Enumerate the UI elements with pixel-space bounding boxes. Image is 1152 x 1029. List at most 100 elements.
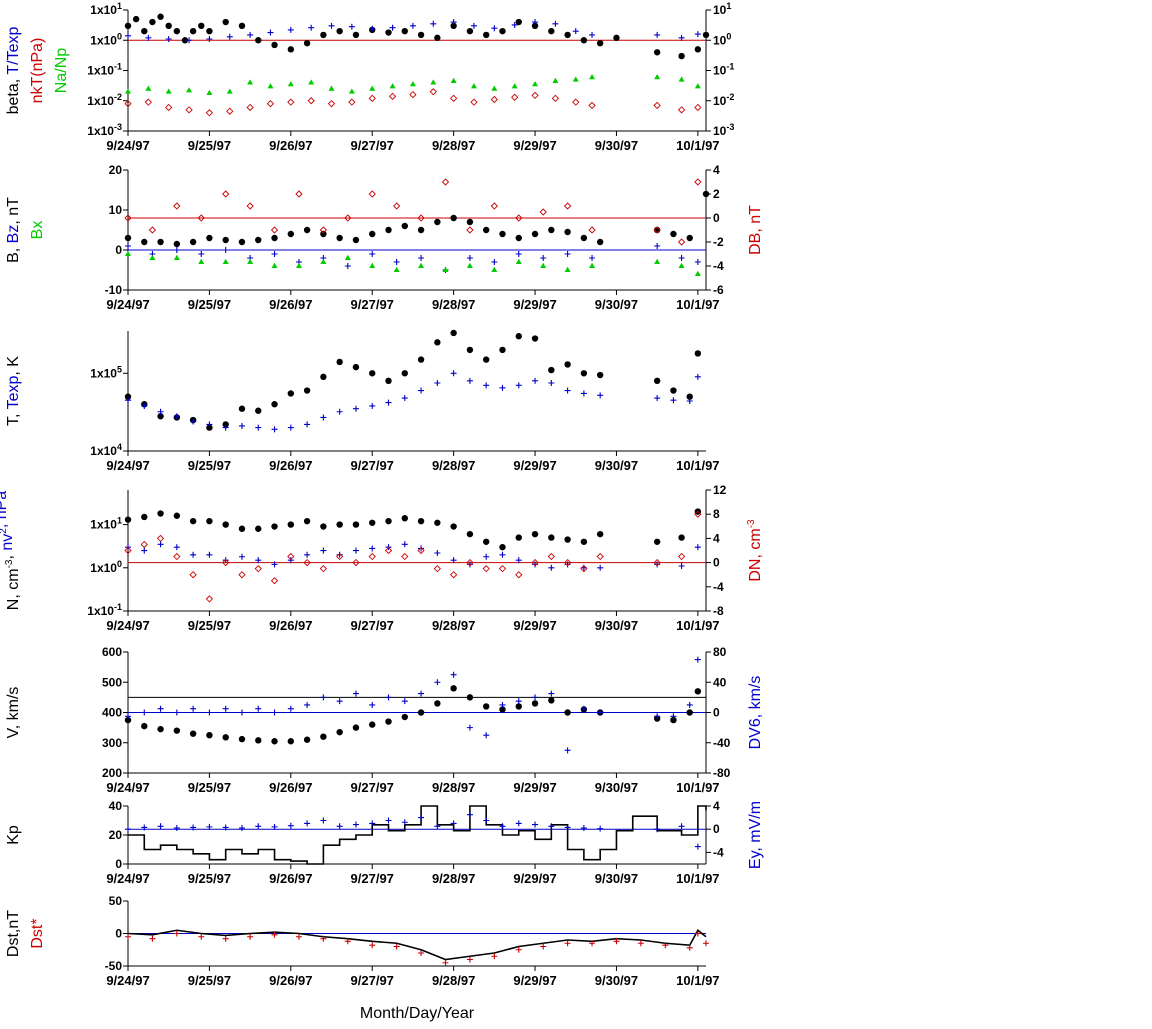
data-point (238, 238, 246, 246)
data-point (482, 538, 490, 545)
data-point (572, 98, 580, 106)
data-point (327, 100, 336, 108)
data-point (515, 251, 522, 257)
data-point (483, 732, 490, 739)
data-point (401, 698, 408, 705)
series-ey (125, 811, 701, 850)
data-point (434, 700, 441, 707)
data-point (564, 266, 571, 272)
data-point (206, 234, 213, 242)
data-point (450, 557, 457, 564)
series-dv6 (125, 656, 701, 754)
data-point (653, 226, 661, 234)
y-tick-label-left: 1x10-2 (87, 92, 122, 108)
data-point (417, 546, 425, 555)
y-tick-label-right: 0 (713, 556, 720, 570)
data-point (654, 395, 661, 402)
data-point (491, 259, 498, 265)
data-point (320, 373, 327, 381)
data-point (287, 705, 294, 712)
data-point (670, 716, 677, 724)
data-point (686, 701, 693, 708)
data-point (532, 821, 539, 828)
data-point (552, 20, 559, 27)
data-point (206, 35, 213, 42)
data-point (124, 393, 132, 400)
data-point (466, 561, 473, 568)
data-point (352, 690, 359, 697)
data-point (490, 95, 498, 104)
data-point (157, 413, 164, 420)
data-point (287, 46, 295, 53)
data-point (417, 356, 425, 363)
data-point (694, 46, 702, 53)
data-point (540, 943, 547, 950)
data-point (686, 397, 693, 404)
data-point (287, 822, 294, 829)
y-tick-label-left: 1x10-1 (87, 602, 122, 618)
series-texp (125, 370, 701, 433)
data-point (206, 731, 213, 739)
y-tick-label-left: 0 (115, 243, 122, 257)
series-db (124, 178, 702, 246)
data-point (532, 561, 539, 568)
series-t-texp (125, 19, 701, 44)
data-point (540, 255, 547, 261)
data-point (449, 94, 458, 102)
data-point (653, 558, 661, 567)
data-point (385, 718, 392, 725)
data-point (499, 701, 506, 708)
data-point (430, 20, 437, 27)
data-point (222, 824, 229, 831)
data-point (173, 240, 181, 248)
y-tick-label-left: 1x101 (90, 1, 122, 17)
data-point (564, 747, 571, 754)
data-point (157, 238, 164, 246)
data-point (124, 716, 132, 724)
data-point (653, 226, 661, 234)
data-point (247, 258, 254, 264)
data-point (141, 513, 148, 521)
series-bx (125, 250, 701, 276)
data-point (596, 371, 604, 379)
data-point (532, 694, 539, 701)
data-point (173, 27, 181, 35)
data-point (348, 98, 356, 106)
data-point (141, 402, 148, 409)
data-point (548, 379, 555, 386)
data-point (694, 930, 701, 937)
data-point (320, 258, 327, 264)
data-point (418, 255, 425, 261)
data-point (572, 76, 579, 82)
data-point (173, 709, 180, 716)
x-tick-label: 9/30/97 (595, 297, 638, 312)
data-point (303, 558, 311, 567)
data-point (482, 226, 490, 234)
data-point (490, 202, 498, 210)
data-point (466, 226, 474, 234)
data-point (702, 31, 710, 39)
data-point (466, 346, 474, 354)
data-point (222, 558, 230, 567)
y-tick-label-left: -50 (105, 959, 123, 973)
data-point (515, 946, 522, 953)
data-point (466, 956, 473, 963)
data-point (654, 243, 661, 249)
data-point (320, 935, 327, 942)
y-tick-label-left: 600 (102, 645, 122, 659)
data-point (654, 258, 661, 264)
data-point (287, 552, 295, 561)
data-point (393, 943, 400, 950)
left-axis-label-2: Dst* (29, 918, 46, 948)
right-axis-label: Ey, mV/m (747, 801, 764, 869)
data-point (336, 358, 343, 366)
data-point (124, 22, 132, 30)
y-tick-label-left: 300 (102, 736, 122, 750)
data-point (417, 226, 425, 234)
data-point (255, 557, 262, 564)
data-point (433, 565, 441, 573)
data-point (369, 25, 376, 32)
data-point (352, 405, 359, 412)
data-point (450, 77, 457, 83)
data-point (149, 254, 156, 260)
